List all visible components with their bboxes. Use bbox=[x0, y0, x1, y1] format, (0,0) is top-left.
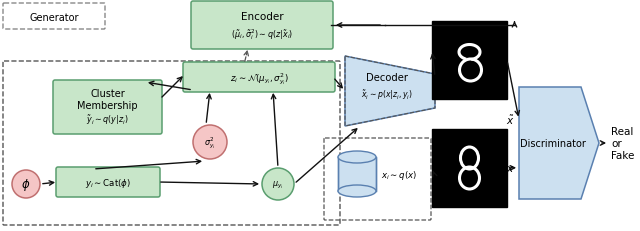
Polygon shape bbox=[345, 57, 435, 126]
Circle shape bbox=[193, 125, 227, 159]
Text: Generator: Generator bbox=[29, 13, 79, 23]
Ellipse shape bbox=[338, 151, 376, 163]
Text: $z_i \sim \mathcal{N}(\mu_{y_i}, \sigma_{y_i}^2)$: $z_i \sim \mathcal{N}(\mu_{y_i}, \sigma_… bbox=[230, 71, 289, 86]
Bar bbox=[432, 129, 507, 207]
Polygon shape bbox=[519, 88, 599, 199]
Bar bbox=[432, 22, 507, 100]
Circle shape bbox=[12, 170, 40, 198]
Text: Real
or
Fake: Real or Fake bbox=[611, 126, 634, 161]
Text: Encoder: Encoder bbox=[241, 12, 284, 22]
Text: $\tilde{x}$: $\tilde{x}$ bbox=[506, 113, 514, 126]
Ellipse shape bbox=[338, 185, 376, 197]
FancyBboxPatch shape bbox=[183, 63, 335, 93]
Text: Cluster
Membership: Cluster Membership bbox=[77, 88, 138, 111]
Text: Decoder: Decoder bbox=[366, 73, 408, 83]
Text: Discriminator: Discriminator bbox=[520, 138, 586, 148]
Text: $x$: $x$ bbox=[506, 163, 514, 173]
Text: $\sigma_{y_i}^2$: $\sigma_{y_i}^2$ bbox=[204, 135, 216, 150]
Text: $\phi$: $\phi$ bbox=[21, 176, 31, 192]
Text: $y_i \sim \mathrm{Cat}(\phi)$: $y_i \sim \mathrm{Cat}(\phi)$ bbox=[85, 177, 131, 190]
FancyBboxPatch shape bbox=[53, 81, 162, 134]
FancyBboxPatch shape bbox=[56, 167, 160, 197]
Text: $\tilde{y}_i \sim q(y|z_i)$: $\tilde{y}_i \sim q(y|z_i)$ bbox=[86, 113, 129, 126]
FancyBboxPatch shape bbox=[3, 4, 105, 30]
Text: $\mu_{y_i}$: $\mu_{y_i}$ bbox=[272, 179, 284, 190]
Bar bbox=[338, 157, 376, 191]
Text: $(\tilde{\mu}_i, \tilde{\sigma}_i^2) \sim q(z|\tilde{x}_i)$: $(\tilde{\mu}_i, \tilde{\sigma}_i^2) \si… bbox=[231, 27, 293, 42]
Text: $x_i \sim q(x)$: $x_i \sim q(x)$ bbox=[381, 169, 417, 182]
FancyBboxPatch shape bbox=[191, 2, 333, 50]
Circle shape bbox=[262, 168, 294, 200]
Text: $\tilde{x}_i \sim p(x|z_i, y_i)$: $\tilde{x}_i \sim p(x|z_i, y_i)$ bbox=[362, 88, 413, 101]
